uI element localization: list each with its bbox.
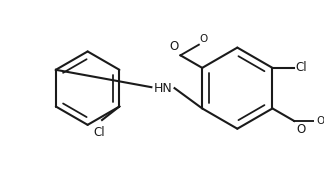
Text: O: O	[296, 123, 306, 136]
Text: O: O	[200, 34, 208, 44]
Text: O: O	[169, 40, 179, 53]
Text: Cl: Cl	[295, 61, 307, 74]
Text: O: O	[317, 116, 324, 126]
Text: HN: HN	[154, 82, 172, 95]
Text: Cl: Cl	[93, 126, 105, 139]
